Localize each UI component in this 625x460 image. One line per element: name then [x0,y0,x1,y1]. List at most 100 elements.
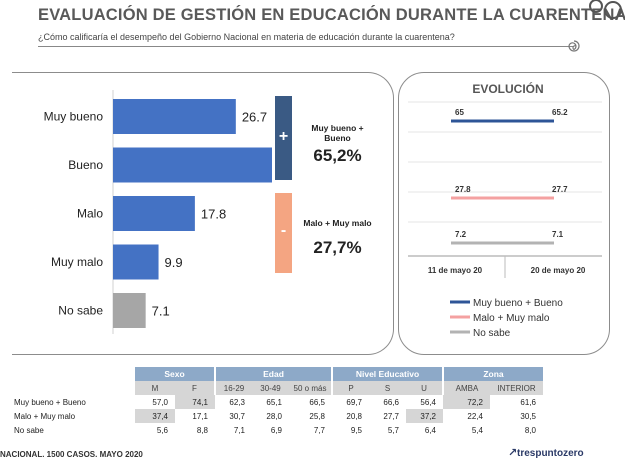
table-column-header: P [331,381,369,395]
page-subtitle: ¿Cómo calificaría el desempeño del Gobie… [38,32,455,42]
table-cell: 6,4 [424,425,436,435]
table-column-header: U [406,381,443,395]
table-group-header: Zona [442,367,543,381]
line-x-tick-label: 20 de mayo 20 [531,266,586,275]
table-group-header: Edad [214,367,332,381]
table-row: Malo + Muy malo 37,4 17,1 30,7 28,0 25,8 20,8 2… [12,409,543,423]
table-column-header-row: M F 16-29 30-49 50 o más P S U AMBA INTERIOR [12,381,543,395]
table-cell: 8,0 [524,425,536,435]
page-title: EVALUACIÓN DE GESTIÓN EN EDUCACIÓN DURAN… [38,6,625,24]
swirl-icon [568,40,580,52]
table-cell: 5,4 [471,425,483,435]
bar [113,99,236,134]
table-cell: 7,7 [313,425,325,435]
table-cell: 22,4 [467,411,483,421]
table-cell: 8,8 [196,425,208,435]
negative-summary-box: - [275,193,292,273]
series-point-label: 27.8 [455,185,471,194]
table-column-header: AMBA [442,381,490,395]
table-cell: 69,7 [346,397,362,407]
table-cell: 37,4 [135,409,175,423]
table-cell: 30,7 [229,411,245,421]
table-cell: 7,1 [233,425,245,435]
table-column-header: INTERIOR [490,381,543,395]
table-cell: 9,5 [350,425,362,435]
table-cell: 37,2 [406,409,443,423]
brand-icon: ↗ [508,447,518,459]
table-cell: 20,8 [346,411,362,421]
table-row-label: Malo + Muy malo [14,411,76,421]
bar-category-label: No sabe [58,304,103,318]
table-row: No sabe 5,6 8,8 7,1 6,9 7,7 9,5 5,7 6,4 5,4 8,0 [12,423,543,437]
series-point-label: 7.1 [552,230,564,239]
line-x-tick-label: 11 de mayo 20 [428,266,483,275]
table-column-header: S [369,381,406,395]
positive-summary-value: 65,2% [313,146,362,165]
table-group-header: Nivel Educativo [331,367,443,381]
evolution-line-chart: EVOLUCIÓN 11 de mayo 20 20 de mayo 20 65 65.… [408,81,602,339]
footer-note: NACIONAL. 1500 CASOS. MAYO 2020 [0,450,143,459]
table-cell: 5,6 [156,425,168,435]
series-point-label: 65.2 [552,108,568,117]
table-corner [12,367,135,381]
bar [113,147,272,183]
table-cell: 30,5 [520,411,536,421]
table-cell: 66,6 [383,397,399,407]
bar [113,196,195,231]
negative-summary-label: Malo + Muy malo [303,218,372,228]
minus-sign: - [280,222,287,239]
corner-logo-icon [589,0,622,19]
table-column-header: 30-49 [252,381,289,395]
table-cell: 6,9 [270,425,282,435]
table-cell: 66,5 [309,397,325,407]
bar-category-label: Muy malo [51,255,103,269]
table-cell: 62,3 [229,397,245,407]
negative-summary-value: 27,7% [313,238,362,257]
table-group-header: Sexo [135,367,215,381]
bar-value-label: 9.9 [165,255,183,270]
legend-label: Muy bueno + Bueno [473,298,563,309]
positive-summary-box: + [275,96,292,180]
brand-name: trespuntozero [517,448,584,459]
bar-category-label: Muy bueno [44,110,104,124]
line-chart-title: EVOLUCIÓN [472,81,543,96]
bar [113,244,159,280]
plus-sign: + [278,128,289,145]
table-group-header-row: Sexo Edad Nivel Educativo Zona [12,367,543,381]
legend-label: Malo + Muy malo [473,313,550,324]
bar-value-label: 17.8 [201,207,226,222]
table-row-label: No sabe [14,425,44,435]
series-point-label: 65 [455,108,464,117]
bar-category-label: Malo [77,207,103,221]
table-cell: 61,6 [520,397,536,407]
table-column-header: 50 o más [289,381,332,395]
series-point-label: 7.2 [455,230,467,239]
table-row-label: Muy bueno + Bueno [14,397,86,407]
table-corner [12,381,135,395]
title-divider [38,46,573,47]
table-row: Muy bueno + Bueno 57,0 74,1 62,3 65,1 66,5 69,… [12,395,543,409]
table-cell: 74,1 [175,395,215,409]
bar [113,293,146,328]
table-cell: 56,4 [420,397,436,407]
table-cell: 5,7 [387,425,399,435]
brand-logo: ↗trespuntozero [508,446,584,459]
table-cell: 17,1 [192,411,208,421]
distribution-panel [12,72,394,355]
table-column-header: 16-29 [214,381,252,395]
bar-category-label: Bueno [68,158,103,172]
table-cell: 57,0 [152,397,168,407]
table-column-header: F [175,381,215,395]
legend-label: No sabe [473,328,511,339]
table-cell: 27,7 [383,411,399,421]
table-cell: 72,2 [443,395,490,409]
bar-value-label: 26.7 [242,110,267,125]
crosstab-table: Sexo Edad Nivel Educativo Zona M F 16-29 30-49… [12,367,543,437]
evolution-panel [398,72,610,355]
table-column-header: M [135,381,175,395]
table-cell: 65,1 [266,397,282,407]
table-cell: 28,0 [266,411,282,421]
table-cell: 25,8 [309,411,325,421]
bar-value-label: 7.1 [152,304,170,319]
